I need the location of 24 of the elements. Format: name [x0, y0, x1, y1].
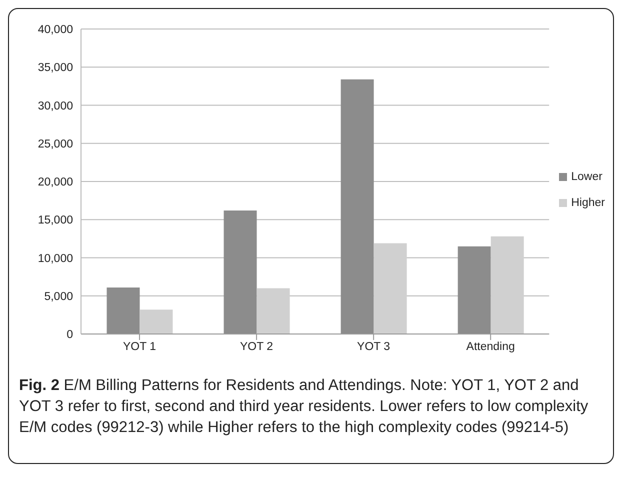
bar [458, 246, 491, 334]
y-tick-label: 5,000 [44, 290, 73, 303]
y-tick-label: 10,000 [38, 252, 73, 265]
y-tick-label: 0 [66, 329, 73, 342]
y-tick-label: 30,000 [38, 100, 73, 112]
x-tick-label: Attending [466, 341, 515, 354]
bar [340, 79, 374, 334]
caption: Fig. 2 E/M Billing Patterns for Residents and Attendings. Note: YOT 1, YOT 2 and YOT 3 refer to first, second and third year residents. Lower refers to low complexity E/M codes (99212-3) while Higher refers to the high complexity codes (99214-5) [19, 376, 590, 438]
y-tick-label: 40,000 [38, 24, 73, 36]
bar [140, 310, 173, 334]
x-tick-label: YOT 2 [240, 341, 274, 354]
bar [490, 236, 524, 334]
y-tick-label: 25,000 [38, 138, 73, 150]
y-tick-label: 35,000 [38, 62, 73, 74]
bar [224, 210, 257, 334]
legend-label: Higher [571, 196, 605, 208]
x-tick-label: YOT 1 [123, 341, 156, 354]
y-tick-label: 15,000 [38, 214, 73, 227]
legend-label: Lower [571, 170, 602, 182]
bar [256, 288, 290, 334]
bar [106, 287, 140, 334]
bar [374, 243, 407, 334]
y-tick-label: 20,000 [38, 176, 73, 189]
x-tick-label: YOT 3 [357, 341, 390, 354]
